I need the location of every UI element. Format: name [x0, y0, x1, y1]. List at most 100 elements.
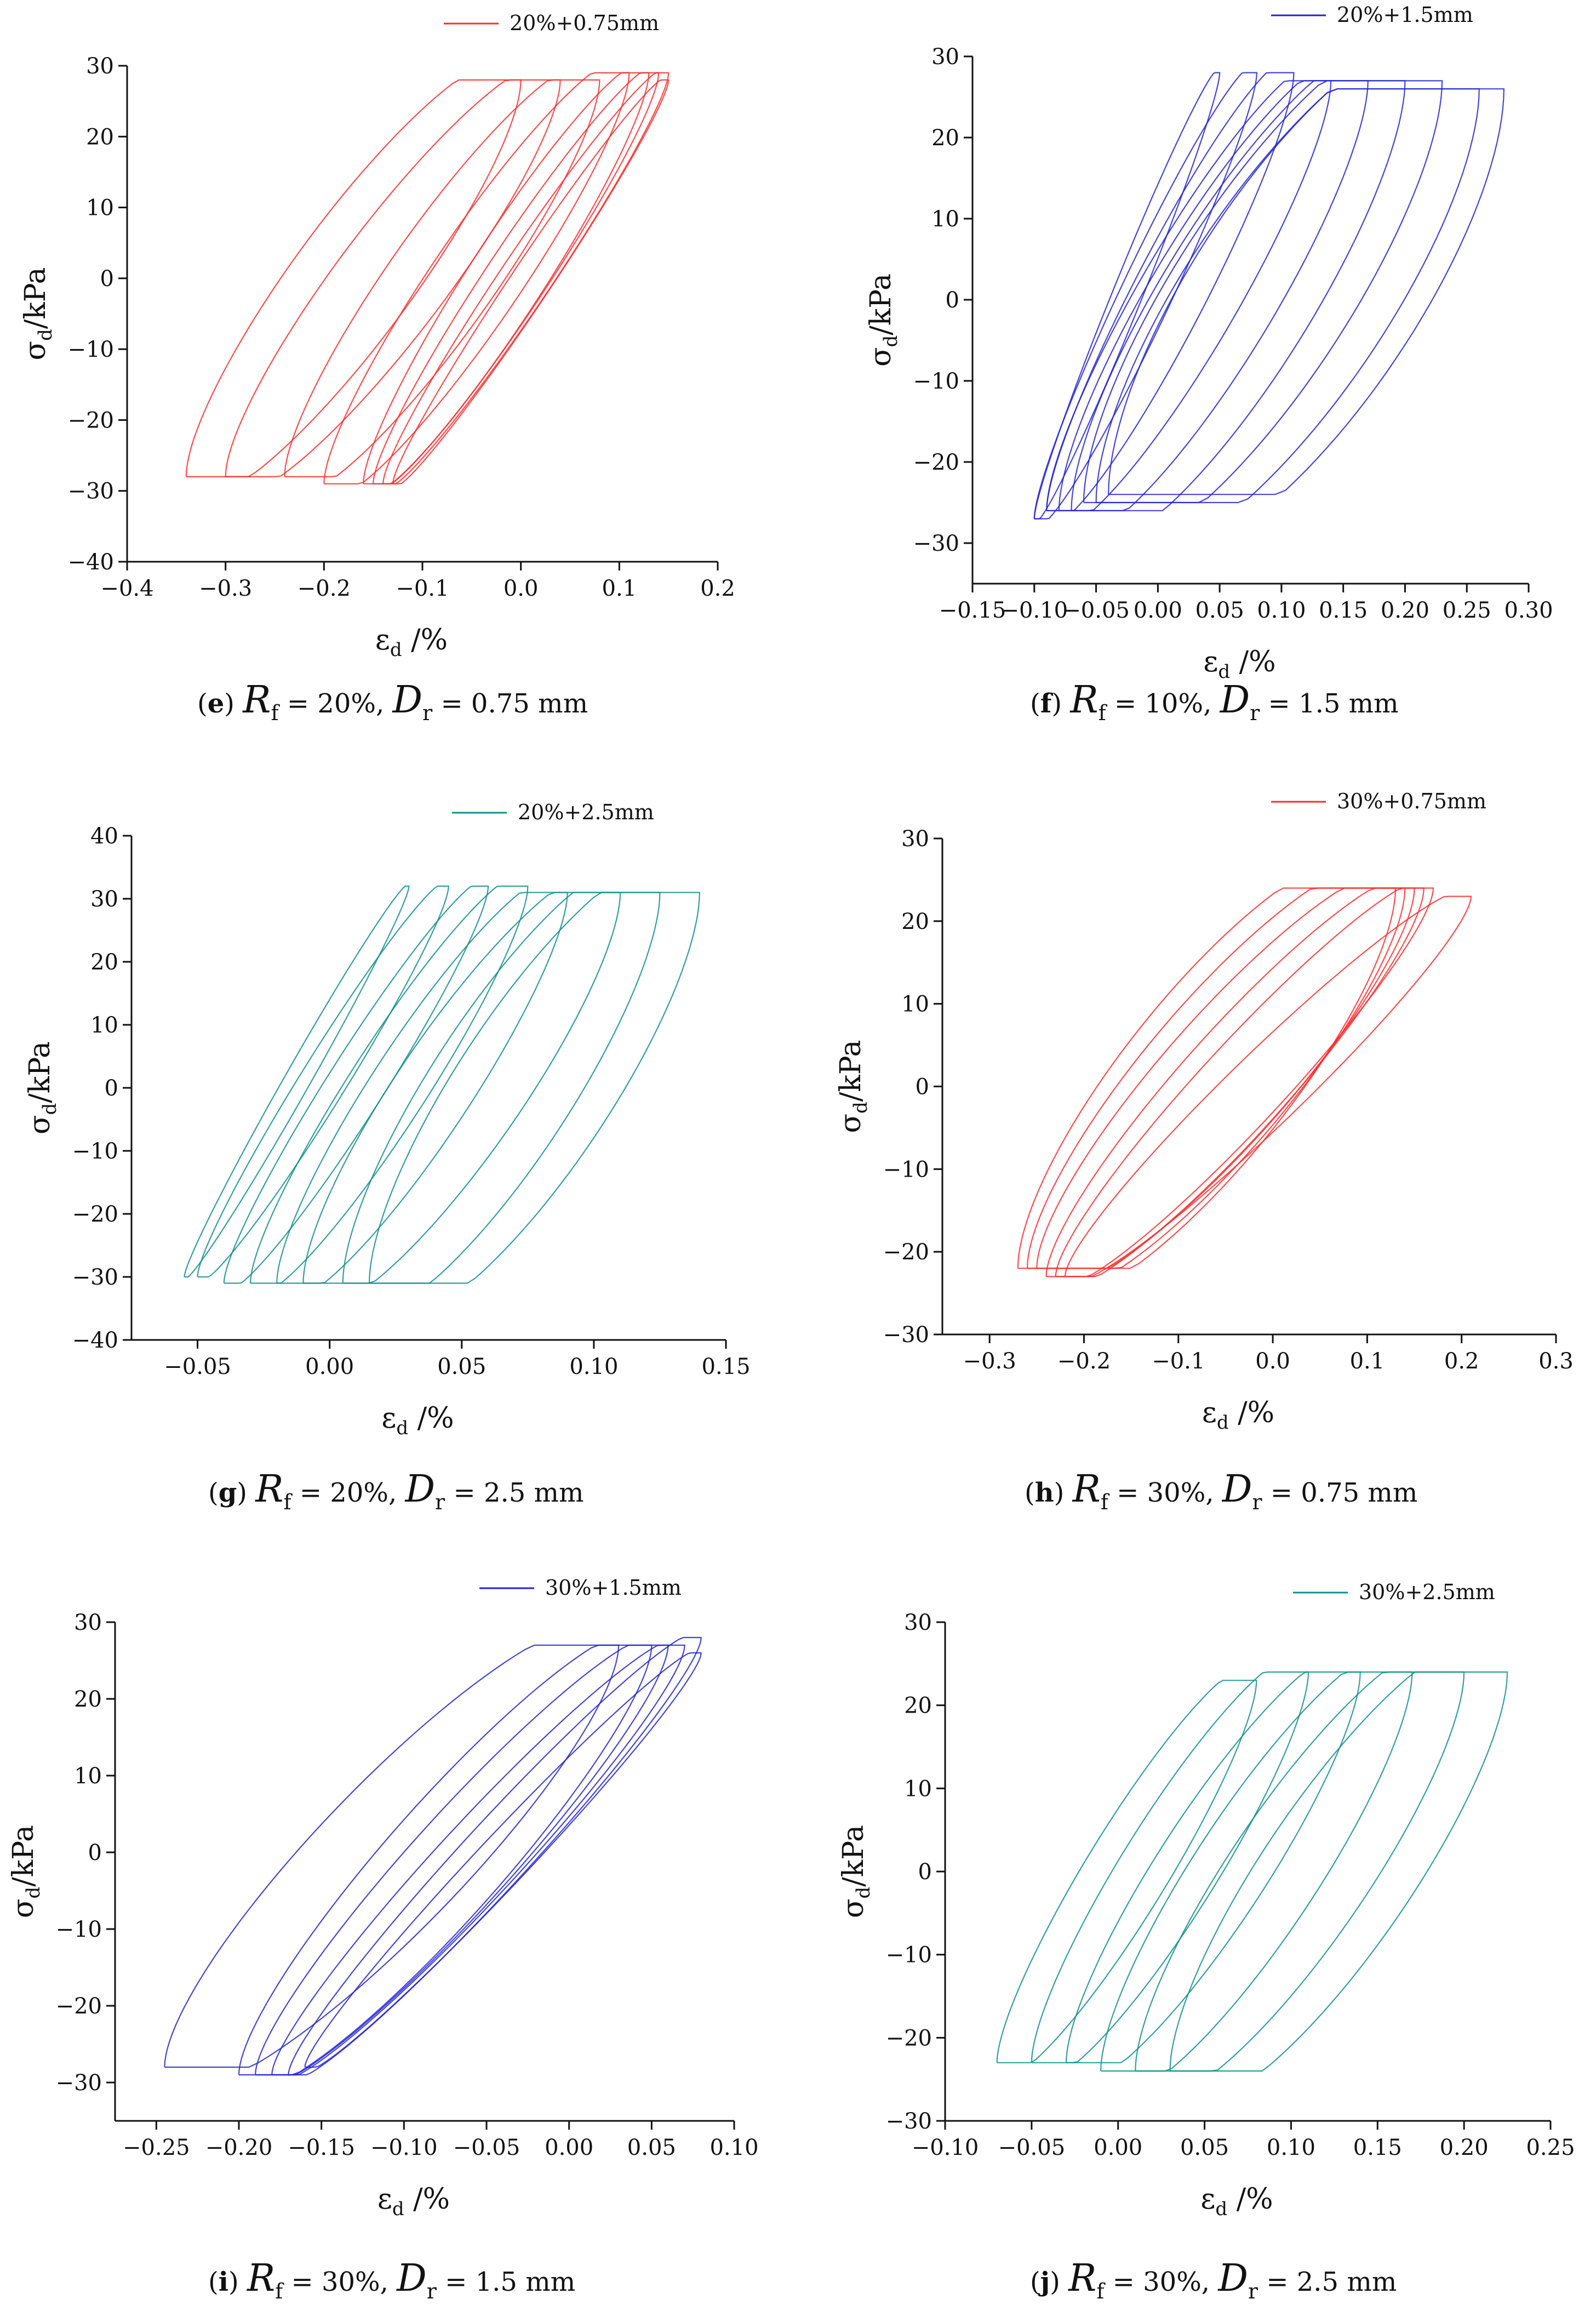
y-tick-label: 20 [901, 909, 929, 934]
x-tick-label: −0.3 [199, 576, 252, 601]
panel-caption: (e) Rf = 20%, Dr = 0.75 mm [197, 678, 588, 725]
x-axis-label: εd /% [1200, 2183, 1273, 2220]
y-tick-label: −30 [68, 479, 114, 504]
y-tick-label: 0 [88, 1840, 102, 1865]
series-loop-4 [249, 885, 529, 1284]
x-tick-label: −0.25 [123, 2135, 190, 2160]
series-loop-6 [1064, 895, 1472, 1277]
y-tick-label: 30 [86, 54, 114, 79]
x-tick-label: −0.2 [1057, 1349, 1111, 1374]
series-loop-2 [1027, 887, 1406, 1269]
legend-label: 20%+1.5mm [1337, 3, 1473, 27]
x-axis-label: εd /% [377, 2183, 450, 2220]
x-tick-label: −0.05 [998, 2135, 1066, 2160]
x-tick-label: 0.2 [1444, 1349, 1479, 1374]
y-tick-label: 10 [901, 992, 929, 1017]
y-tick-label: 10 [86, 196, 114, 221]
x-tick-label: 0.15 [1353, 2135, 1402, 2160]
series-loop-8 [392, 79, 670, 484]
x-tick-label: 0.15 [701, 1354, 750, 1379]
panel-caption: (j) Rf = 30%, Dr = 2.5 mm [1030, 2257, 1397, 2303]
x-tick-label: 0.00 [305, 1354, 354, 1379]
y-tick-label: −10 [56, 1917, 102, 1942]
x-tick-label: −0.10 [912, 2135, 979, 2160]
panel-f: −0.15−0.10−0.05 0.00 0.05 0.10 0.15 0.20 0.25 0… [865, 3, 1553, 725]
series-loop-1 [184, 885, 410, 1278]
series-loop-7 [342, 892, 661, 1284]
y-tick-label: 30 [904, 1610, 932, 1635]
series-loop-4 [1045, 887, 1425, 1277]
y-tick-label: −30 [72, 1265, 118, 1290]
y-tick-label: −10 [68, 337, 114, 362]
panel-caption: (i) Rf = 30%, Dr = 1.5 mm [208, 2257, 575, 2303]
series-loop-6 [1169, 1671, 1508, 2072]
x-tick-label: −0.4 [100, 576, 153, 601]
y-tick-label: 20 [74, 1687, 102, 1712]
y-tick-label: 30 [901, 826, 929, 852]
legend-label: 20%+2.5mm [518, 800, 654, 824]
x-axis-label: εd /% [1202, 1396, 1274, 1434]
x-tick-label: 0.0 [1255, 1349, 1290, 1374]
x-tick-label: 0.05 [1195, 598, 1244, 623]
y-tick-label: −40 [68, 550, 114, 575]
y-tick-label: −10 [72, 1139, 118, 1164]
legend-label: 30%+2.5mm [1359, 1580, 1495, 1604]
x-tick-label: −0.05 [1062, 598, 1130, 623]
x-tick-label: 0.10 [710, 2135, 758, 2160]
y-tick-label: 0 [105, 1076, 118, 1101]
y-tick-label: 20 [931, 125, 959, 151]
legend-label: 30%+0.75mm [1337, 789, 1486, 813]
y-tick-label: −20 [72, 1202, 118, 1227]
x-axis-label: εd /% [381, 1402, 454, 1439]
series-loop-3 [255, 1644, 669, 2076]
y-axis-label: σd/kPa [837, 1825, 874, 1918]
x-tick-label: 0.20 [1440, 2135, 1489, 2160]
x-tick-label: −0.05 [453, 2135, 520, 2160]
y-tick-label: 10 [931, 207, 959, 232]
panel-j: −0.10 −0.05 0.00 0.05 0.10 0.15 0.20 0.25 −30 −20… [837, 1580, 1575, 2303]
x-tick-label: −0.10 [370, 2135, 438, 2160]
y-tick-label: −20 [913, 450, 959, 475]
series-loop-9 [1108, 88, 1505, 495]
x-tick-label: −0.1 [1152, 1349, 1205, 1374]
y-tick-label: −30 [56, 2070, 102, 2096]
series-loop-5 [1135, 1671, 1465, 2072]
series-loop-1 [1033, 72, 1221, 520]
x-tick-label: 0.05 [627, 2135, 676, 2160]
x-axis-label: εd /% [375, 624, 448, 661]
series-loop-7 [382, 72, 670, 484]
x-tick-label: 0.10 [569, 1354, 618, 1379]
y-axis-label: σd/kPa [19, 267, 56, 361]
panel-caption: (f) Rf = 10%, Dr = 1.5 mm [1030, 678, 1399, 725]
series-loop-3 [223, 885, 489, 1284]
x-tick-label: 0.3 [1538, 1349, 1574, 1374]
x-tick-label: −0.1 [396, 576, 449, 601]
y-axis-label: σd/kPa [24, 1041, 61, 1134]
y-axis-label: σd/kPa [865, 273, 902, 367]
series-loop-2 [197, 885, 449, 1278]
x-tick-label: 0.00 [1094, 2135, 1142, 2160]
panel-i: −0.25 −0.20 −0.15 −0.10 −0.05 0.00 0.05 0.10 −30… [7, 1576, 759, 2303]
y-tick-label: 10 [74, 1764, 102, 1789]
panel-caption: (h) Rf = 30%, Dr = 0.75 mm [1025, 1468, 1417, 1514]
y-tick-label: −20 [886, 2026, 932, 2051]
x-tick-label: −0.10 [1000, 598, 1068, 623]
y-tick-label: −30 [913, 531, 959, 556]
y-tick-label: 30 [931, 44, 959, 70]
x-tick-label: 0.0 [504, 576, 539, 601]
series-loop-6 [373, 72, 660, 484]
x-tick-label: −0.15 [288, 2135, 355, 2160]
y-tick-label: 40 [90, 824, 118, 849]
series-loop-2 [238, 1644, 653, 2076]
y-tick-label: −20 [56, 1994, 102, 2019]
series-loop-5 [1055, 887, 1434, 1277]
series-loop-5 [288, 1636, 702, 2076]
y-tick-label: 20 [86, 124, 114, 150]
y-tick-label: −20 [68, 408, 114, 433]
series-loop-5 [1058, 80, 1369, 511]
panel-e: −0.4 −0.3 −0.2 −0.1 0.0 0.1 0.2 −40 −30 −20 −10 0 10… [19, 11, 735, 725]
x-tick-label: 0.05 [437, 1354, 486, 1379]
y-tick-label: 20 [90, 950, 118, 975]
x-tick-label: 0.00 [1134, 598, 1182, 623]
